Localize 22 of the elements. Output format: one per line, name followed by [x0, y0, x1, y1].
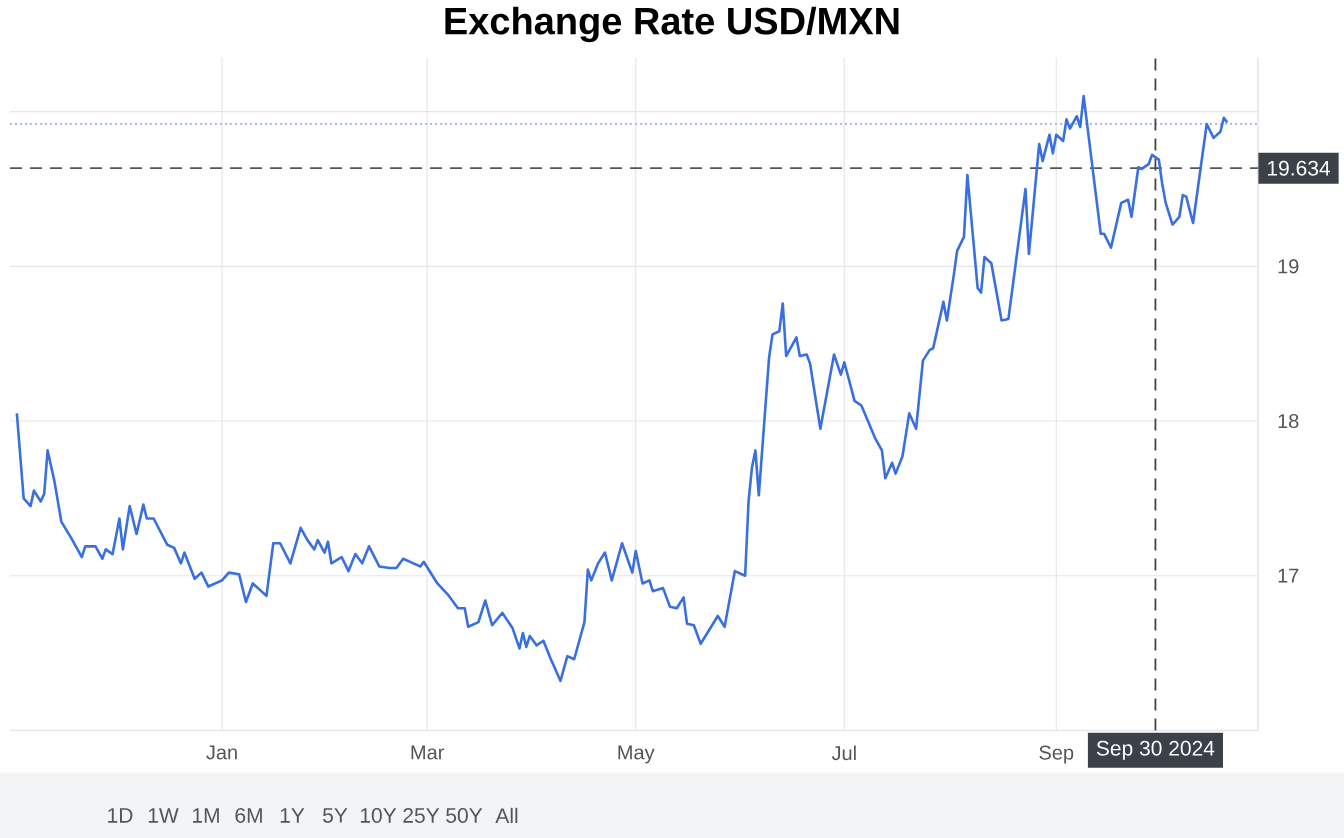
text: 1Y [280, 808, 305, 823]
ref-line-label: 19.634 [1268, 160, 1330, 176]
text: All [495, 807, 518, 823]
y-tick-label: 19 [1278, 259, 1299, 274]
x-tick-label: Jan [206, 745, 237, 760]
text: 1W [148, 808, 179, 823]
y-tick-label: 17 [1278, 568, 1299, 583]
ref-line-label: Sep 30 2024 [1096, 740, 1215, 760]
text: 50Y [446, 807, 483, 823]
text: 6M [235, 807, 262, 823]
text: 10Y [360, 807, 397, 823]
y-tick-label: 18 [1278, 413, 1299, 428]
text: 25Y [403, 807, 440, 823]
line-series [15, 94, 1229, 683]
x-tick-label: Sep [1039, 745, 1074, 764]
x-tick-label: Jul [831, 745, 856, 760]
text: 1D [108, 808, 133, 823]
chart-title: Exchange Rate USD/MXN [445, 6, 899, 43]
x-tick-label: May [618, 745, 655, 764]
text: 5Y [323, 807, 348, 823]
x-tick-label: Mar [411, 745, 445, 760]
text: 1M [193, 808, 219, 823]
